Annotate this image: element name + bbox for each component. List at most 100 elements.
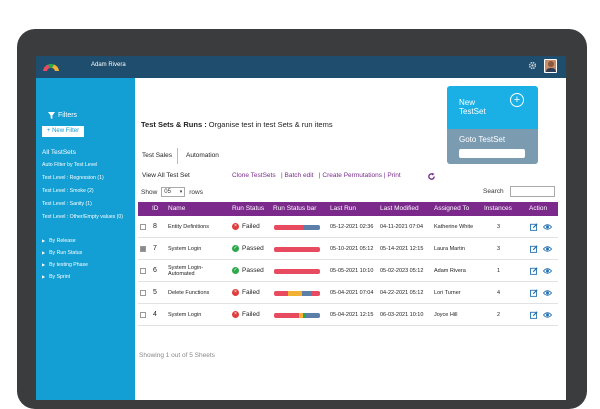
edit-icon[interactable] (530, 223, 538, 231)
row-checkbox[interactable] (140, 224, 146, 230)
col-run-status[interactable]: Run Status (232, 205, 265, 212)
run-status-segment (274, 247, 320, 252)
col-last-run[interactable]: Last Run (330, 205, 357, 212)
col-assigned-to[interactable]: Assigned To (434, 205, 470, 212)
col-name[interactable]: Name (168, 205, 186, 212)
filter-item-all-testsets[interactable]: All TestSets (42, 149, 76, 156)
run-status-segment (274, 225, 303, 230)
create-permutations-link[interactable]: Create Permutations (322, 172, 383, 179)
table-row[interactable]: 5 Delete Functions × Failed 05-04-2021 0… (138, 282, 558, 304)
row-status: ✓ Passed (232, 267, 264, 274)
row-instances: 1 (497, 268, 501, 274)
row-instances: 3 (497, 224, 501, 230)
app-logo-icon (43, 63, 59, 71)
print-link[interactable]: Print (387, 172, 401, 179)
row-checkbox[interactable] (140, 246, 146, 252)
eye-icon[interactable] (543, 245, 552, 253)
row-instances: 2 (497, 312, 501, 318)
row-status-text: Failed (242, 289, 260, 296)
edit-icon[interactable] (530, 289, 538, 297)
run-status-bar (274, 291, 320, 296)
table-row[interactable]: 7 System Login ✓ Passed 05-10-2021 05:12… (138, 238, 558, 260)
group-by-run-status[interactable]: ▶ By Run Status (42, 247, 134, 259)
row-instances: 4 (497, 290, 501, 296)
rows-select-value: 05 (164, 189, 171, 195)
filter-item-auto-filter[interactable]: Auto Filter by Test Level (42, 162, 98, 168)
row-last-modified: 05-02-2023 05:12 (380, 268, 424, 274)
page-title: Test Sets & Runs : Organise test in test… (141, 120, 333, 129)
separator: | (318, 172, 321, 179)
gear-icon[interactable] (528, 61, 537, 70)
run-status-segment (274, 313, 300, 318)
clone-testsets-link[interactable]: Clone TestSets (232, 172, 276, 179)
tab-test-sales[interactable]: Test Sales (140, 148, 178, 164)
eye-icon[interactable] (543, 223, 552, 231)
row-name[interactable]: System Login (168, 312, 202, 318)
group-by-sprint[interactable]: ▶ By Sprint (42, 271, 134, 283)
run-status-segment (299, 313, 303, 318)
filter-item-sanity[interactable]: Test Level : Sanity (1) (42, 201, 92, 207)
group-by-testing-phase[interactable]: ▶ By testing Phase (42, 259, 134, 271)
new-testset-button[interactable]: New TestSet + (447, 86, 538, 129)
row-status-text: Passed (242, 245, 264, 252)
eye-icon[interactable] (543, 311, 552, 319)
row-status: × Failed (232, 223, 260, 230)
refresh-icon[interactable] (427, 172, 436, 181)
row-status-text: Passed (242, 267, 264, 274)
row-checkbox[interactable] (140, 268, 146, 274)
row-last-run: 05-05-2021 10:10 (330, 268, 374, 274)
filters-title: Filters (48, 112, 77, 119)
filter-item-smoke[interactable]: Test Level : Smoke (2) (42, 188, 94, 194)
run-status-bar (274, 225, 320, 230)
avatar[interactable] (544, 59, 557, 73)
run-status-segment (274, 291, 288, 296)
filter-item-other[interactable]: Test Level : Other/Empty values (0) (42, 214, 124, 220)
search-input[interactable] (510, 186, 555, 197)
table-row[interactable]: 8 Entity Definitions × Failed 05-12-2021… (138, 216, 558, 238)
status-icon: × (232, 223, 239, 230)
status-icon: × (232, 289, 239, 296)
filter-item-regression[interactable]: Test Level : Regression (1) (42, 175, 104, 181)
batch-edit-link[interactable]: Batch edit (284, 172, 314, 179)
row-checkbox[interactable] (140, 312, 146, 318)
edit-icon[interactable] (530, 311, 538, 319)
col-last-modified[interactable]: Last Modified (380, 205, 419, 212)
row-status: ✓ Passed (232, 245, 264, 252)
eye-icon[interactable] (543, 267, 552, 275)
plus-icon[interactable]: + (510, 93, 524, 107)
toolbar-actions: Clone TestSets | Batch edit | Create Per… (232, 172, 401, 179)
user-name[interactable]: Adam Rivera (91, 62, 126, 68)
row-name[interactable]: System Login (168, 246, 202, 252)
rows-per-page: Show 05 ▾ rows (141, 187, 203, 197)
caret-right-icon: ▶ (42, 250, 46, 255)
group-by-release[interactable]: ▶ By Release (42, 235, 134, 247)
edit-icon[interactable] (530, 245, 538, 253)
col-id[interactable]: ID (152, 205, 159, 212)
row-checkbox[interactable] (140, 290, 146, 296)
rows-select[interactable]: 05 ▾ (161, 187, 186, 197)
new-filter-button[interactable]: + New Filter (42, 126, 84, 137)
show-label: Show (141, 188, 158, 196)
col-run-status-bar[interactable]: Run Status bar (273, 205, 317, 212)
row-name[interactable]: Entity Definitions (168, 224, 209, 230)
col-instances[interactable]: Instances (484, 205, 512, 212)
page-title-rest: Organise test in test Sets & run items (206, 120, 333, 129)
run-status-bar (274, 247, 320, 252)
table-row[interactable]: 6 System Login- Automated ✓ Passed 05-05… (138, 260, 558, 282)
row-name[interactable]: System Login- Automated (168, 265, 204, 277)
row-last-modified: 04-11-2021 07:04 (380, 224, 424, 230)
tab-automation[interactable]: Automation (186, 152, 219, 159)
caret-right-icon: ▶ (42, 238, 46, 243)
edit-icon[interactable] (530, 267, 538, 275)
run-status-segment (306, 313, 320, 318)
row-name[interactable]: Delete Functions (168, 290, 210, 296)
eye-icon[interactable] (543, 289, 552, 297)
row-last-modified: 06-03-2021 10:10 (380, 312, 424, 318)
table-row[interactable]: 4 System Login × Failed 05-04-2021 12:15… (138, 304, 558, 326)
row-last-modified: 04-22-2021 05:12 (380, 290, 424, 296)
goto-testset-input[interactable] (459, 149, 525, 158)
status-icon: × (232, 311, 239, 318)
testsets-table: ID Name Run Status Run Status bar Last R… (138, 202, 558, 326)
row-status: × Failed (232, 289, 260, 296)
row-id: 5 (153, 289, 157, 296)
